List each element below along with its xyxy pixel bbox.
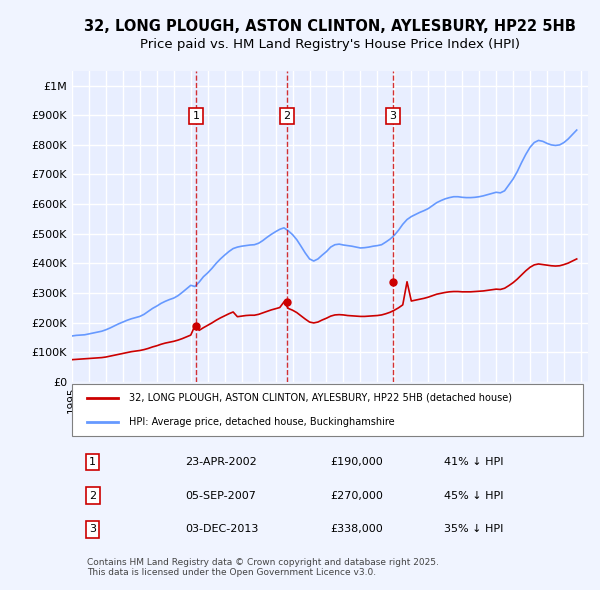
Text: £270,000: £270,000: [330, 491, 383, 500]
Text: 05-SEP-2007: 05-SEP-2007: [185, 491, 256, 500]
Text: 23-APR-2002: 23-APR-2002: [185, 457, 257, 467]
Text: 2: 2: [283, 111, 290, 121]
Text: 1: 1: [193, 111, 199, 121]
Text: 35% ↓ HPI: 35% ↓ HPI: [443, 525, 503, 535]
Text: 45% ↓ HPI: 45% ↓ HPI: [443, 491, 503, 500]
Text: 32, LONG PLOUGH, ASTON CLINTON, AYLESBURY, HP22 5HB: 32, LONG PLOUGH, ASTON CLINTON, AYLESBUR…: [84, 19, 576, 34]
Text: Contains HM Land Registry data © Crown copyright and database right 2025.
This d: Contains HM Land Registry data © Crown c…: [88, 558, 439, 578]
Text: 1: 1: [89, 457, 96, 467]
Text: 3: 3: [89, 525, 96, 535]
Text: £190,000: £190,000: [330, 457, 383, 467]
Text: Price paid vs. HM Land Registry's House Price Index (HPI): Price paid vs. HM Land Registry's House …: [140, 38, 520, 51]
FancyBboxPatch shape: [72, 384, 583, 435]
Text: 3: 3: [389, 111, 397, 121]
Text: 41% ↓ HPI: 41% ↓ HPI: [443, 457, 503, 467]
Text: 32, LONG PLOUGH, ASTON CLINTON, AYLESBURY, HP22 5HB (detached house): 32, LONG PLOUGH, ASTON CLINTON, AYLESBUR…: [129, 392, 512, 402]
Text: 2: 2: [89, 491, 96, 500]
Text: 03-DEC-2013: 03-DEC-2013: [185, 525, 259, 535]
Text: £338,000: £338,000: [330, 525, 383, 535]
Text: HPI: Average price, detached house, Buckinghamshire: HPI: Average price, detached house, Buck…: [129, 417, 394, 427]
